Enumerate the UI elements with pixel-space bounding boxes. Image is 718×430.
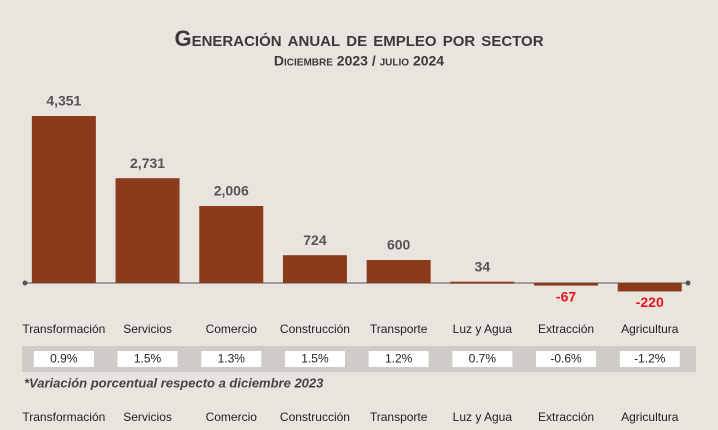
chart-title: Generación anual de empleo por sector [174,26,543,51]
category-label-bottom: Luz y Agua [453,410,513,424]
variation-label: 1.5% [301,352,329,366]
bar [31,116,96,283]
value-label: 600 [387,237,411,253]
category-label-bottom: Transporte [370,410,428,424]
variation-label: -0.6% [550,352,582,366]
variation-label: 1.5% [134,352,162,366]
baseline-dot [685,280,691,286]
category-label-bottom: Comercio [206,410,258,424]
value-label: 724 [303,232,327,248]
bar [282,255,347,283]
category-label: Transporte [370,322,428,336]
category-label-bottom: Construcción [280,410,350,424]
value-label: 4,351 [46,93,81,109]
category-label: Construcción [280,322,350,336]
category-label-bottom: Extracción [538,410,594,424]
category-label: Extracción [538,322,594,336]
variation-label: 0.9% [50,352,78,366]
bar [115,178,180,283]
category-label: Comercio [206,322,258,336]
variation-box [117,351,178,367]
baseline-dot [22,280,28,286]
variation-box [452,351,513,367]
value-label: 34 [475,258,491,274]
category-label: Agricultura [621,322,679,336]
category-label: Transformación [22,322,105,336]
chart-subtitle: Diciembre 2023 / julio 2024 [274,53,444,69]
variation-label: 0.7% [469,352,497,366]
bar [617,283,682,292]
category-label-bottom: Agricultura [621,410,679,424]
bar [534,283,599,286]
value-label: -67 [556,288,576,304]
value-label: 2,006 [214,183,249,199]
category-label-bottom: Transformación [22,410,105,424]
value-label: -220 [636,294,664,310]
bar [199,206,264,283]
variation-label: 1.2% [385,352,413,366]
variation-box [619,351,680,367]
value-label: 2,731 [130,155,165,171]
variation-box [536,351,597,367]
variation-box [201,351,262,367]
note: *Variación porcentual respecto a diciemb… [24,375,324,390]
category-label: Servicios [123,322,172,336]
variation-box [284,351,345,367]
variation-box [33,351,94,367]
category-label: Luz y Agua [453,322,513,336]
variation-label: -1.2% [634,352,666,366]
bar [450,281,515,284]
category-label-bottom: Servicios [123,410,172,424]
variation-label: 1.3% [218,352,246,366]
variation-box [368,351,429,367]
bar [366,259,431,283]
